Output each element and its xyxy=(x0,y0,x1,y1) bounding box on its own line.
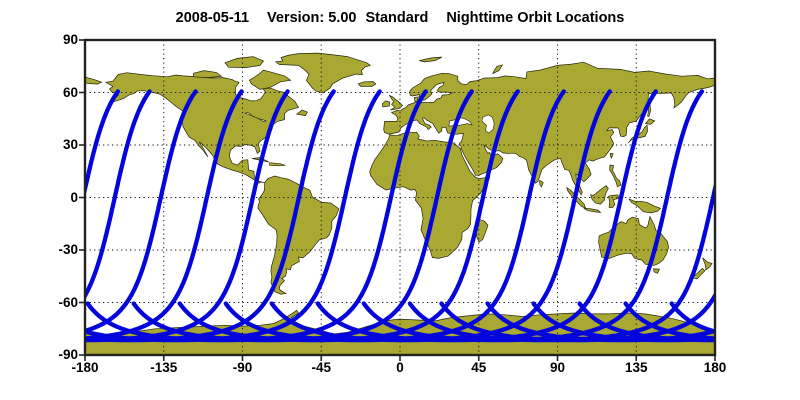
landmass-south-america xyxy=(257,175,340,295)
landmass-tasmania xyxy=(652,268,660,274)
orbit-track xyxy=(407,179,715,343)
title-date: 2008-05-11 xyxy=(175,10,250,26)
x-tick-label: -180 xyxy=(71,360,99,375)
x-tick-label: 180 xyxy=(703,360,727,375)
landmass-ellesmere-island xyxy=(224,56,265,68)
y-tick-label: -30 xyxy=(58,242,78,257)
landmass-uk xyxy=(388,94,404,111)
landmass-ireland xyxy=(381,100,391,108)
landmass-novaya-zemlya xyxy=(492,64,504,75)
axis-ticks xyxy=(79,39,716,361)
orbit-track xyxy=(669,301,715,334)
title-version: Version: 5.00 xyxy=(267,10,357,26)
x-tick-label: 0 xyxy=(396,360,404,375)
x-tick-label: -45 xyxy=(311,360,332,375)
landmass-nz-south-island xyxy=(691,267,706,280)
lake-great-lakes xyxy=(243,112,267,122)
orbit-track xyxy=(85,89,244,341)
plot-frame xyxy=(83,38,717,357)
landmass-sri-lanka xyxy=(539,179,544,188)
lake-caspian-sea xyxy=(481,114,495,134)
landmass-australia xyxy=(598,215,669,266)
landmass-svalbard xyxy=(419,56,443,63)
x-tick-label: 45 xyxy=(471,360,487,375)
landmass-greenland xyxy=(274,52,372,94)
landmass-chukotka-west-edge xyxy=(85,76,103,85)
landmass-hispaniola xyxy=(269,162,286,167)
x-tick-label: -135 xyxy=(150,360,178,375)
plot-title: 2008-05-11 Version: 5.00 Standard Nighttime… xyxy=(0,10,800,26)
orbit-track xyxy=(85,89,152,300)
gridlines xyxy=(85,40,715,355)
landmass-nz-north-island xyxy=(702,257,713,271)
orbit-track xyxy=(85,89,198,334)
landmass-victoria-island xyxy=(193,70,223,78)
x-tick-label: 135 xyxy=(624,360,648,375)
y-tick-label: -60 xyxy=(58,294,78,310)
y-tick-label: 0 xyxy=(70,189,78,205)
x-tick-label: 90 xyxy=(549,360,566,375)
landmass-newfoundland xyxy=(295,109,308,116)
landmass-eurasia xyxy=(383,61,715,196)
title-subject: Nighttime Orbit Locations xyxy=(446,10,625,26)
orbit-track xyxy=(718,91,800,340)
landmass-baffin-island xyxy=(249,69,292,90)
orbit-tracks xyxy=(85,89,800,343)
landmass-hokkaido xyxy=(644,118,656,125)
x-tick-label: -90 xyxy=(232,360,253,375)
y-tick-label: 30 xyxy=(62,137,78,152)
landmass-philippines xyxy=(609,164,622,188)
y-tick-label: 60 xyxy=(62,84,78,100)
landmass-borneo xyxy=(590,185,609,205)
landmass-taiwan xyxy=(610,152,614,159)
y-tick-label: -90 xyxy=(58,347,78,362)
orbit-track xyxy=(85,89,121,199)
landmass-new-guinea xyxy=(628,198,662,214)
landmass-sulawesi xyxy=(608,194,620,209)
landmass-iceland xyxy=(357,81,377,87)
title-mode: Standard xyxy=(365,10,429,26)
y-tick-label: 90 xyxy=(62,32,78,47)
landmass-java xyxy=(582,207,602,213)
